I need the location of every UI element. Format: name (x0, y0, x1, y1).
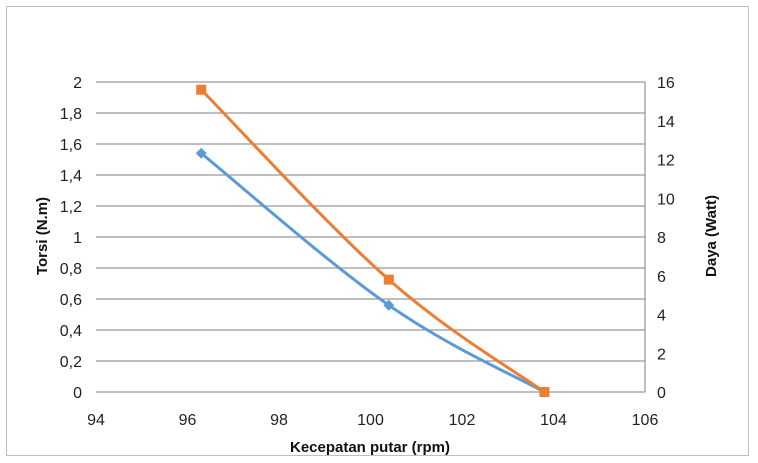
y-tick-label: 0,8 (60, 261, 82, 278)
gridlines (96, 81, 645, 393)
series-line-right-axis (200, 88, 546, 394)
y-tick-label: 2 (73, 75, 82, 92)
y2-tick-label: 10 (657, 191, 675, 208)
y2-tick-label: 4 (657, 308, 666, 325)
x-tick-label: 100 (357, 412, 384, 429)
y2-tick-label: 12 (657, 153, 675, 170)
y2-tick-label: 0 (657, 385, 666, 402)
y2-tick-label: 6 (657, 269, 666, 286)
y-axis-title: Torsi (N.m) (34, 197, 51, 275)
y-tick-label: 0 (73, 385, 82, 402)
data-point-diamond (195, 147, 207, 159)
x-tick-label: 98 (270, 412, 288, 429)
y2-tick-label: 16 (657, 75, 675, 92)
y-tick-label: 0,6 (60, 292, 82, 309)
data-point-diamond (383, 299, 395, 311)
data-point-square (196, 84, 207, 95)
data-point-square (383, 274, 394, 285)
y-tick-label: 0,2 (60, 354, 82, 371)
y2-tick-label: 2 (657, 346, 666, 363)
y-tick-label: 1,6 (60, 137, 82, 154)
y-tick-label: 1,4 (60, 168, 82, 185)
axes (96, 82, 646, 393)
y-tick-label: 1,2 (60, 199, 82, 216)
x-tick-label: 96 (179, 412, 197, 429)
chart-frame (6, 6, 749, 456)
x-tick-label: 94 (87, 412, 105, 429)
y2-tick-label: 8 (657, 230, 666, 247)
tick-labels: 0 0,2 0,4 0,6 0,8 1 1,2 1,4 1,6 1,8 2 0 2 4 6 8 10 12 14 16… (60, 75, 675, 429)
y-tick-label: 1 (73, 230, 82, 247)
y2-axis-title: Daya (Watt) (703, 195, 720, 277)
y-tick-label: 0,4 (60, 323, 82, 340)
y-tick-label: 1,8 (60, 106, 82, 123)
x-tick-label: 104 (540, 412, 567, 429)
series-layer (195, 84, 550, 398)
x-tick-label: 106 (632, 412, 659, 429)
y2-tick-label: 14 (657, 114, 675, 131)
x-tick-label: 102 (449, 412, 476, 429)
data-point-square (539, 387, 550, 397)
x-axis-title: Kecepatan putar (rpm) (290, 439, 450, 456)
